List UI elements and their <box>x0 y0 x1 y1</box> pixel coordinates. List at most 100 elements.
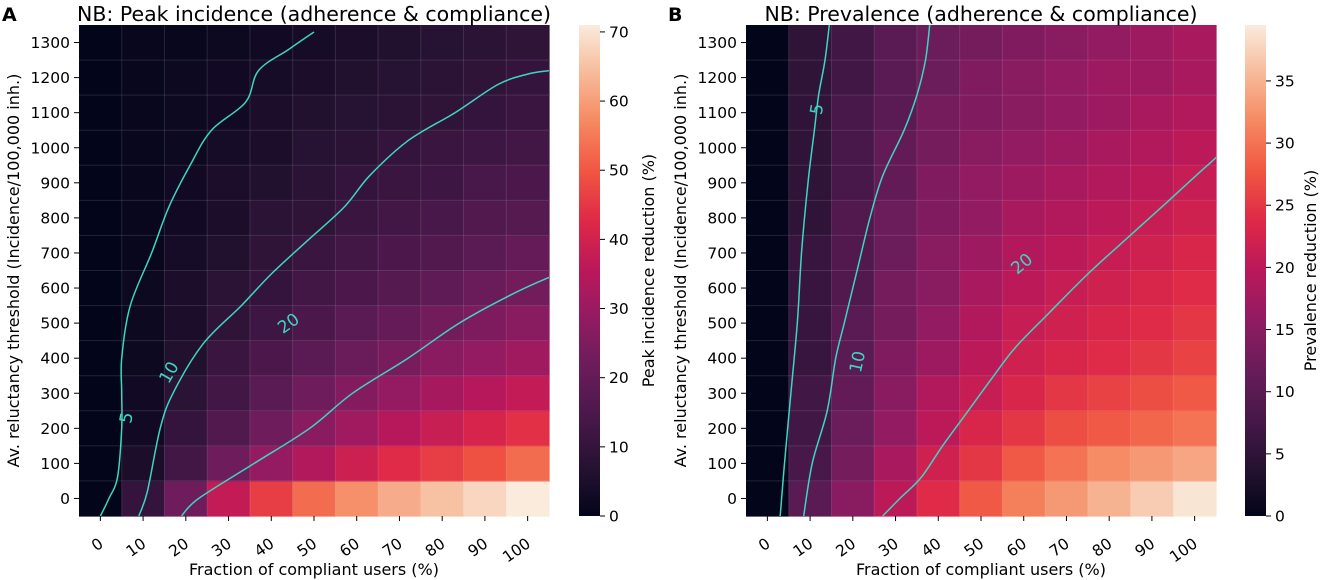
heatmap-cell <box>1173 445 1217 482</box>
colorbar-gradient <box>579 25 600 516</box>
heatmap-cell <box>378 305 422 342</box>
heatmap-cell <box>1045 95 1089 131</box>
heatmap-cells <box>79 25 550 517</box>
heatmap-cell <box>164 165 208 201</box>
heatmap-cell <box>1002 200 1046 237</box>
heatmap-cell <box>916 410 961 447</box>
heatmap-cell <box>79 340 123 377</box>
heatmap-cell <box>874 270 918 307</box>
y-tick-label: 400 <box>707 350 737 368</box>
heatmap-cell <box>1130 25 1174 61</box>
heatmap-cell <box>1173 200 1217 237</box>
heatmap-cell <box>874 235 918 272</box>
heatmap-cell <box>249 270 294 307</box>
heatmap-cell <box>1045 480 1089 517</box>
heatmap-cell <box>1045 270 1089 307</box>
heatmap-cell <box>164 200 208 237</box>
heatmap-cell <box>121 375 166 412</box>
x-tick-label: 10 <box>123 535 149 561</box>
heatmap-cell <box>335 305 379 342</box>
heatmap-cell <box>420 445 465 482</box>
heatmap-cell <box>378 445 422 482</box>
heatmap-cell <box>121 340 166 377</box>
y-tick-label: 1300 <box>698 34 737 52</box>
colorbar-tick-label: 40 <box>609 231 629 249</box>
colorbar: 0 10 20 30 40 50 60 70 Peak incidence reduction … <box>579 23 658 526</box>
x-tick-label: 70 <box>379 535 405 561</box>
heatmap-cell <box>831 305 875 342</box>
heatmap-cell <box>249 130 294 166</box>
x-tick-label: 90 <box>465 535 491 561</box>
heatmap-cell <box>959 25 1003 61</box>
contour-line-5 <box>779 25 831 516</box>
heatmap-cell <box>1002 445 1046 482</box>
panel-b: 5102001002003004005006007008009001000110… <box>668 2 1320 579</box>
heatmap-cell <box>1130 95 1174 131</box>
heatmap-cell <box>1002 340 1046 377</box>
heatmap-cell <box>164 445 208 482</box>
heatmap-cell <box>249 235 294 272</box>
heatmap-cell <box>335 165 379 201</box>
x-tick-label: 60 <box>1004 535 1030 561</box>
heatmap-cell <box>831 480 875 517</box>
heatmap-cell <box>1173 305 1217 342</box>
heatmap-cell <box>335 25 379 61</box>
heatmap-cell <box>249 340 294 377</box>
heatmap-cell <box>420 340 465 377</box>
contour-line-5 <box>99 31 315 516</box>
heatmap-cell <box>378 25 422 61</box>
heatmap-cell <box>506 340 550 377</box>
chart-title: NB: Peak incidence (adherence & complian… <box>77 2 551 26</box>
heatmap-cell <box>746 410 790 447</box>
heatmap-cell <box>79 270 123 307</box>
heatmap-cell <box>916 375 961 412</box>
heatmap-cell <box>335 340 379 377</box>
heatmap-cell <box>874 480 918 517</box>
heatmap-cell <box>378 200 422 237</box>
heatmap-cell <box>874 375 918 412</box>
heatmap-cell <box>164 25 208 61</box>
heatmap-cell <box>1045 200 1089 237</box>
grid <box>746 25 1216 516</box>
heatmap-cell <box>420 235 465 272</box>
colorbar-tick-label: 10 <box>1275 383 1295 401</box>
colorbar-tick-label: 70 <box>609 23 629 41</box>
heatmap-cell <box>79 305 123 342</box>
heatmap-cell <box>207 130 251 166</box>
heatmap-cell <box>1087 25 1132 61</box>
heatmap-cell <box>506 445 550 482</box>
colorbar-tick-label: 35 <box>1275 72 1295 90</box>
heatmap-cell <box>207 375 251 412</box>
heatmap-cell <box>1087 305 1132 342</box>
y-axis-label: Av. reluctancy threshold (Incidence/100,… <box>671 74 690 468</box>
heatmap-cell <box>788 60 833 96</box>
heatmap-cell <box>746 445 790 482</box>
y-tick-label: 0 <box>727 490 737 508</box>
heatmap-cell <box>207 235 251 272</box>
heatmap-cell <box>79 130 123 166</box>
y-tick-label: 100 <box>707 455 737 473</box>
heatmap-cell <box>746 25 790 61</box>
colorbar-tick-label: 20 <box>609 369 629 387</box>
heatmap-cell <box>1045 25 1089 61</box>
heatmap-cell <box>292 305 336 342</box>
panel-letter: B <box>668 4 682 26</box>
heatmap-cell <box>420 130 465 166</box>
heatmap-cell <box>1130 235 1174 272</box>
heatmap-cell <box>746 200 790 237</box>
heatmap-cell <box>164 60 208 96</box>
heatmap-cell <box>831 130 875 166</box>
heatmap-cell <box>335 95 379 131</box>
heatmap-cell <box>463 165 507 201</box>
heatmap-cell <box>1130 410 1174 447</box>
heatmap-cell <box>292 235 336 272</box>
x-tick-label: 10 <box>790 535 816 561</box>
heatmap-cell <box>207 270 251 307</box>
x-tick-label: 50 <box>961 535 987 561</box>
heatmap-cell <box>1045 340 1089 377</box>
heatmap-cell <box>916 305 961 342</box>
heatmap-cell <box>378 60 422 96</box>
heatmap-cell <box>506 95 550 131</box>
heatmap-cell <box>1130 375 1174 412</box>
heatmap-cell <box>916 200 961 237</box>
